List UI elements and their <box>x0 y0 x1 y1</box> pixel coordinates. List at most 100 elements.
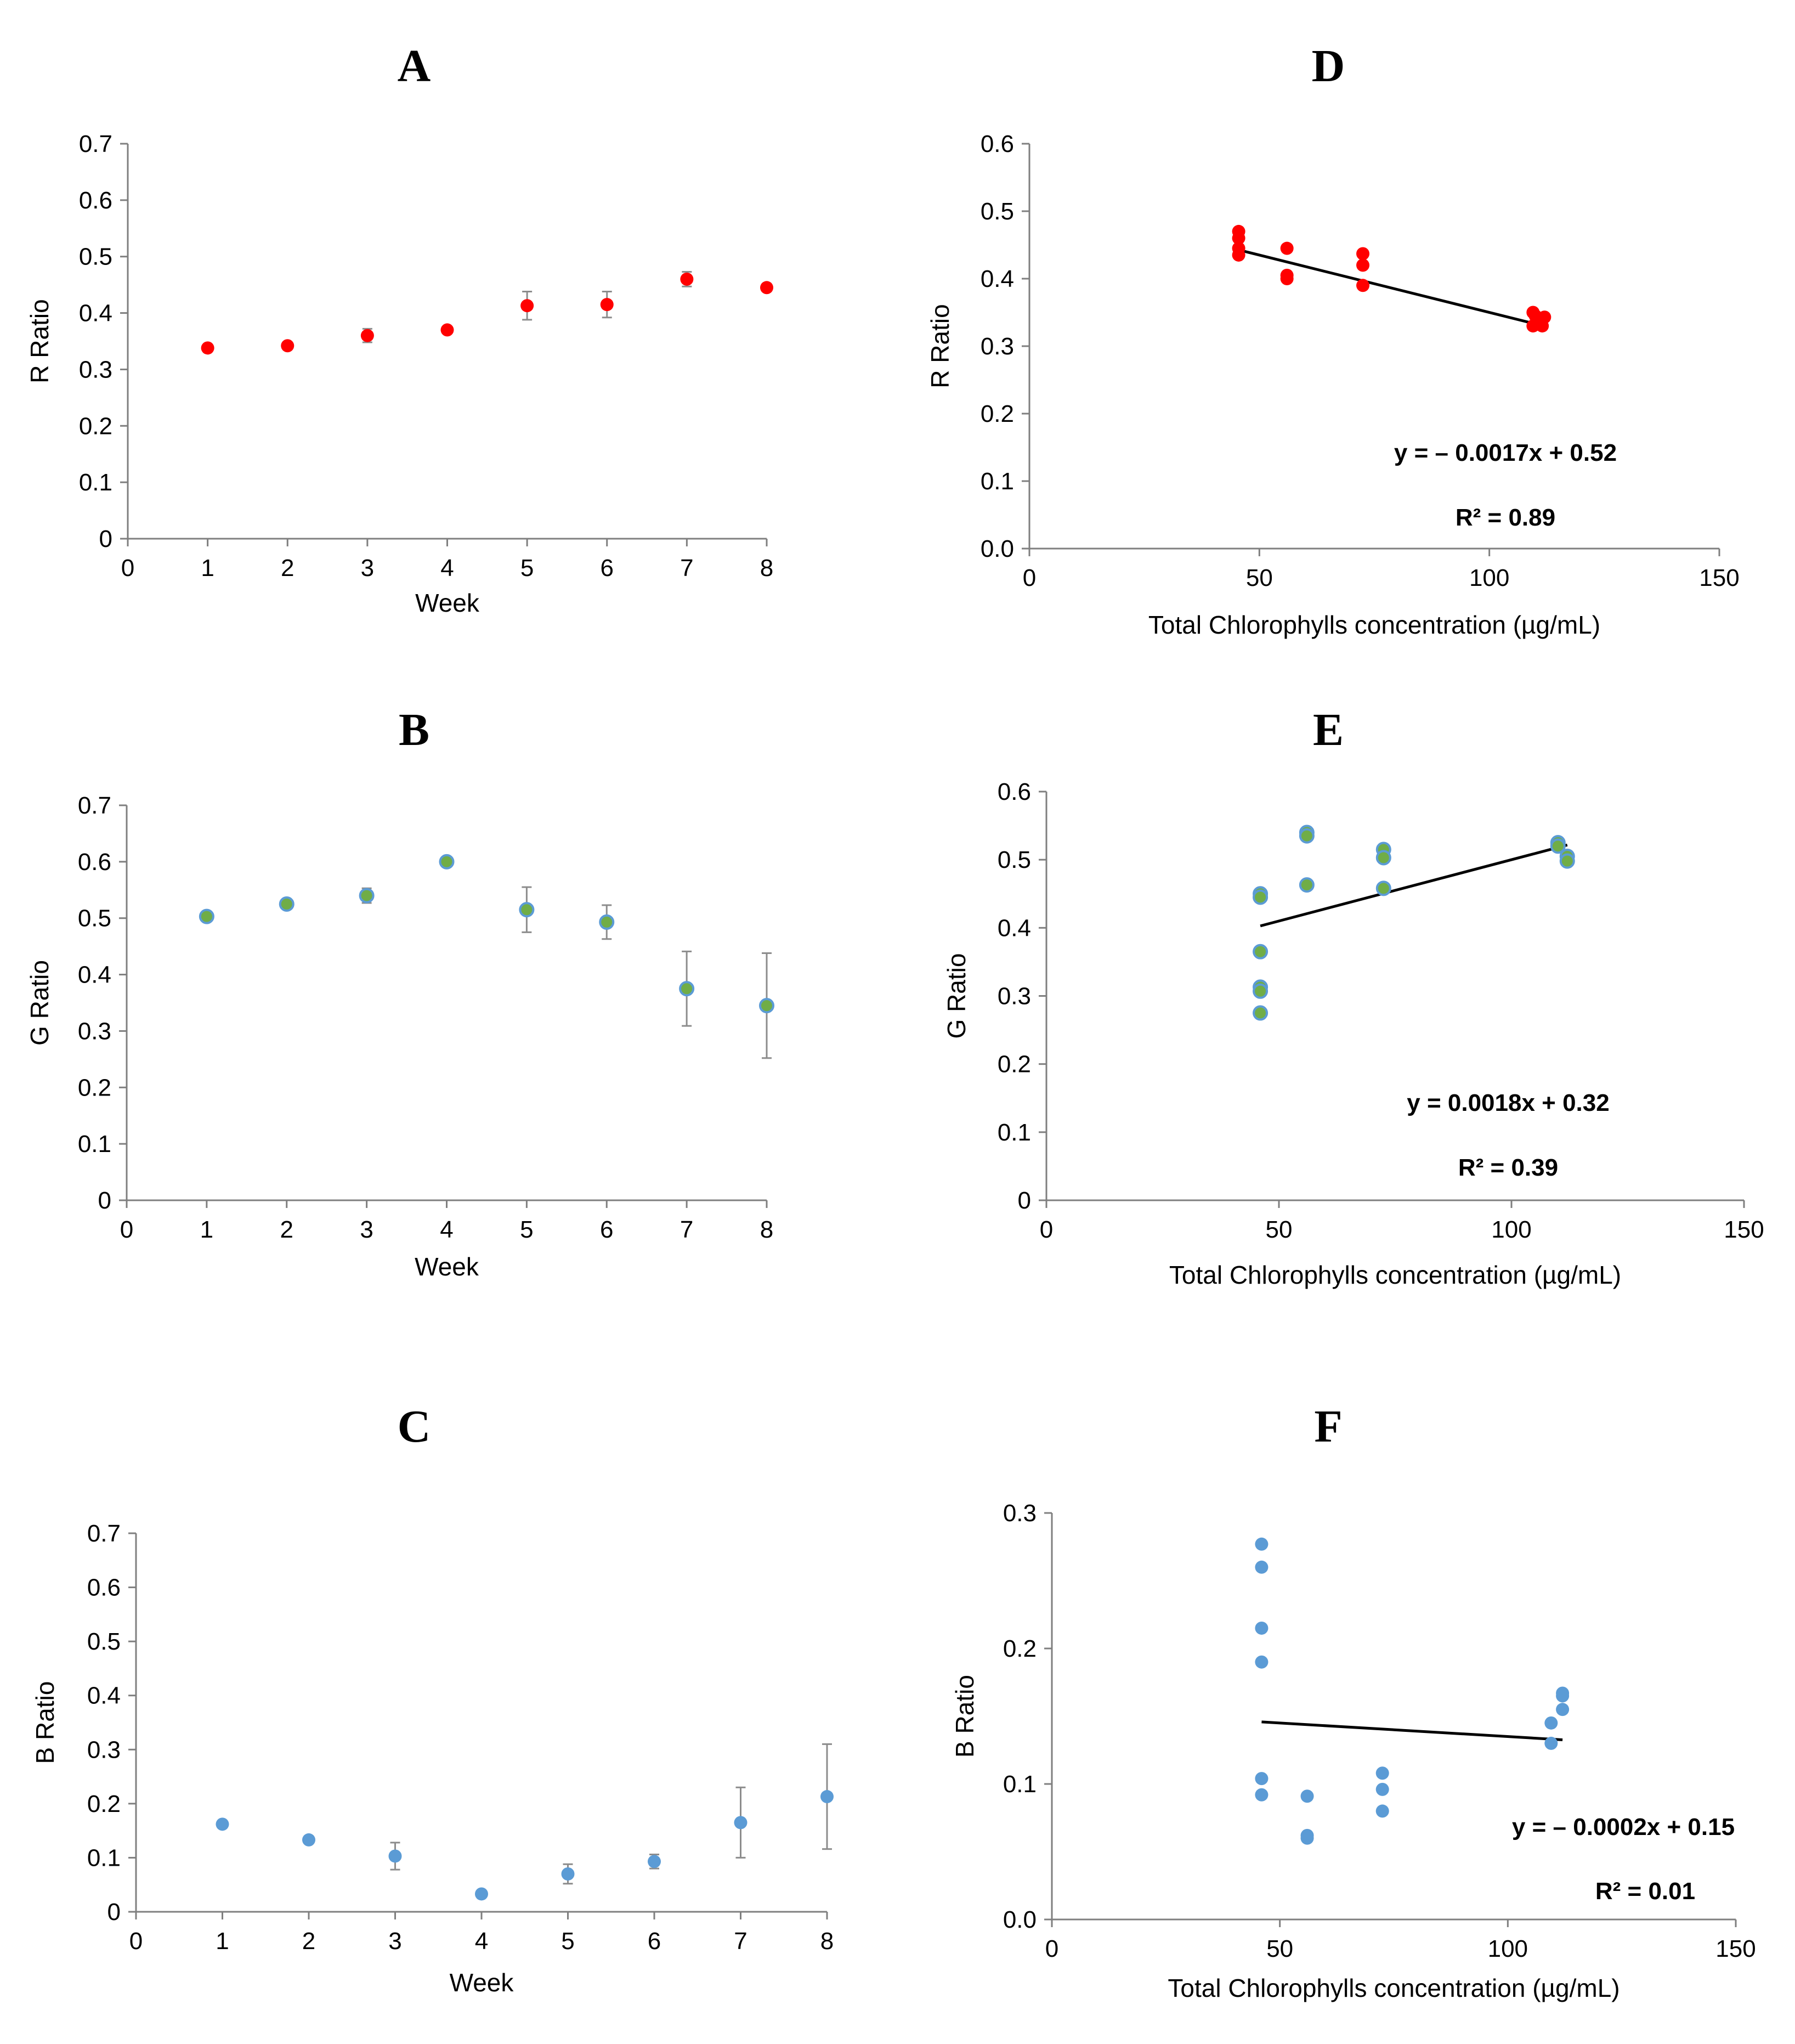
data-point <box>760 281 773 295</box>
data-point <box>281 339 295 353</box>
x-tick-label: 100 <box>1469 564 1509 591</box>
data-point <box>1544 1736 1558 1750</box>
data-point <box>1232 248 1245 262</box>
y-tick-label: 0.2 <box>87 1791 121 1817</box>
x-tick-label: 4 <box>440 1216 453 1243</box>
data-point <box>216 1817 229 1831</box>
data-point <box>734 1816 748 1830</box>
data-point <box>1375 850 1391 866</box>
data-point <box>199 908 214 924</box>
r-squared: R² = 0.01 <box>1595 1878 1695 1905</box>
y-tick-label: 0.6 <box>79 187 112 214</box>
x-tick-label: 6 <box>600 1216 613 1243</box>
x-tick-label: 2 <box>302 1928 315 1955</box>
y-tick-label: 0.7 <box>79 131 112 157</box>
x-tick-label: 4 <box>440 555 454 581</box>
chart-panel-c: C 0 0.1 0.2 0.3 0.4 0.5 0.6 0.7 0 1 2 3 4 5 6 7 8 Week B Ra… <box>31 1401 834 1997</box>
data-point <box>1356 247 1370 261</box>
data-point <box>475 1887 488 1901</box>
data-point <box>1559 853 1575 869</box>
y-tick-label: 0.6 <box>998 778 1031 805</box>
x-tick-label: 3 <box>388 1928 401 1955</box>
data-point <box>1556 1689 1570 1703</box>
data-point <box>440 323 454 337</box>
y-tick-label: 0.5 <box>87 1628 121 1655</box>
x-tick-label: 1 <box>201 555 214 581</box>
y-tick-label: 0.1 <box>1003 1771 1037 1798</box>
panel-letter: F <box>1314 1401 1342 1452</box>
data-point <box>201 341 214 355</box>
x-tick-label: 0 <box>1040 1216 1053 1243</box>
data-point <box>1255 1788 1269 1802</box>
y-tick-label: 0.6 <box>78 849 111 876</box>
y-tick-label: 0.7 <box>87 1520 121 1547</box>
x-tick-label: 150 <box>1715 1935 1756 1962</box>
y-tick-label: 0.1 <box>87 1844 121 1871</box>
x-tick-label: 3 <box>361 555 374 581</box>
data-point <box>1526 319 1540 333</box>
x-tick-label: 3 <box>360 1216 373 1243</box>
data-point <box>1232 231 1245 245</box>
data-point <box>759 998 774 1014</box>
x-tick-label: 50 <box>1246 564 1273 591</box>
panel-letter: E <box>1313 704 1344 755</box>
x-tick-label: 50 <box>1266 1216 1293 1243</box>
x-tick-label: 8 <box>760 555 773 581</box>
x-tick-label: 150 <box>1699 564 1739 591</box>
data-point <box>600 298 614 312</box>
data-point <box>520 299 534 313</box>
x-tick-label: 150 <box>1724 1216 1764 1243</box>
x-tick-label: 0 <box>121 555 134 581</box>
trend-equation: y = – 0.0002x + 0.15 <box>1512 1814 1735 1840</box>
y-tick-label: 0.0 <box>1003 1906 1037 1933</box>
x-tick-label: 8 <box>820 1928 834 1955</box>
data-point <box>439 854 455 869</box>
data-point <box>302 1833 315 1847</box>
data-point <box>1255 1772 1269 1786</box>
data-point <box>679 981 695 997</box>
y-tick-label: 0.3 <box>998 983 1031 1010</box>
data-point <box>1255 1655 1269 1669</box>
chart-panel-f: F 0.0 0.1 0.2 0.3 0 50 100 150 Total Chlorophylls… <box>950 1401 1756 2002</box>
data-point <box>360 329 374 342</box>
r-squared: R² = 0.39 <box>1458 1154 1558 1181</box>
x-tick-label: 5 <box>520 1216 533 1243</box>
data-point <box>1255 1621 1269 1635</box>
trend-equation: y = – 0.0017x + 0.52 <box>1394 439 1617 466</box>
y-tick-label: 0.3 <box>1003 1500 1037 1527</box>
y-tick-label: 0.1 <box>981 468 1014 495</box>
data-point <box>519 902 535 918</box>
x-tick-label: 1 <box>200 1216 213 1243</box>
data-point <box>1300 1831 1314 1845</box>
x-tick-label: 50 <box>1266 1935 1293 1962</box>
x-tick-label: 0 <box>1045 1935 1058 1962</box>
x-tick-label: 7 <box>680 555 693 581</box>
y-axis-title: G Ratio <box>25 960 54 1046</box>
x-tick-label: 5 <box>520 555 534 581</box>
data-point <box>359 888 375 904</box>
y-tick-label: 0.5 <box>981 198 1014 225</box>
y-tick-label: 0.1 <box>78 1131 111 1157</box>
data-point <box>1375 1782 1389 1796</box>
y-tick-label: 0.3 <box>981 333 1014 360</box>
data-point <box>1253 983 1269 999</box>
data-point <box>1280 241 1294 255</box>
y-axis-title: B Ratio <box>31 1681 59 1764</box>
y-tick-label: 0.3 <box>87 1736 121 1763</box>
x-tick-label: 0 <box>1023 564 1036 591</box>
data-point <box>1280 272 1294 285</box>
data-point <box>1538 310 1551 324</box>
data-point <box>599 914 615 930</box>
data-point <box>1300 1789 1314 1803</box>
data-point <box>1255 1537 1269 1551</box>
y-tick-label: 0.4 <box>79 300 112 327</box>
trendline <box>1238 249 1545 328</box>
data-point <box>279 896 295 912</box>
data-point <box>1299 828 1315 844</box>
x-axis-title: Total Chlorophylls concentration (µg/mL) <box>1169 1261 1621 1289</box>
panel-letter: C <box>398 1401 431 1452</box>
data-point <box>1375 880 1391 896</box>
panel-letter: B <box>399 704 429 755</box>
data-point <box>680 272 694 286</box>
